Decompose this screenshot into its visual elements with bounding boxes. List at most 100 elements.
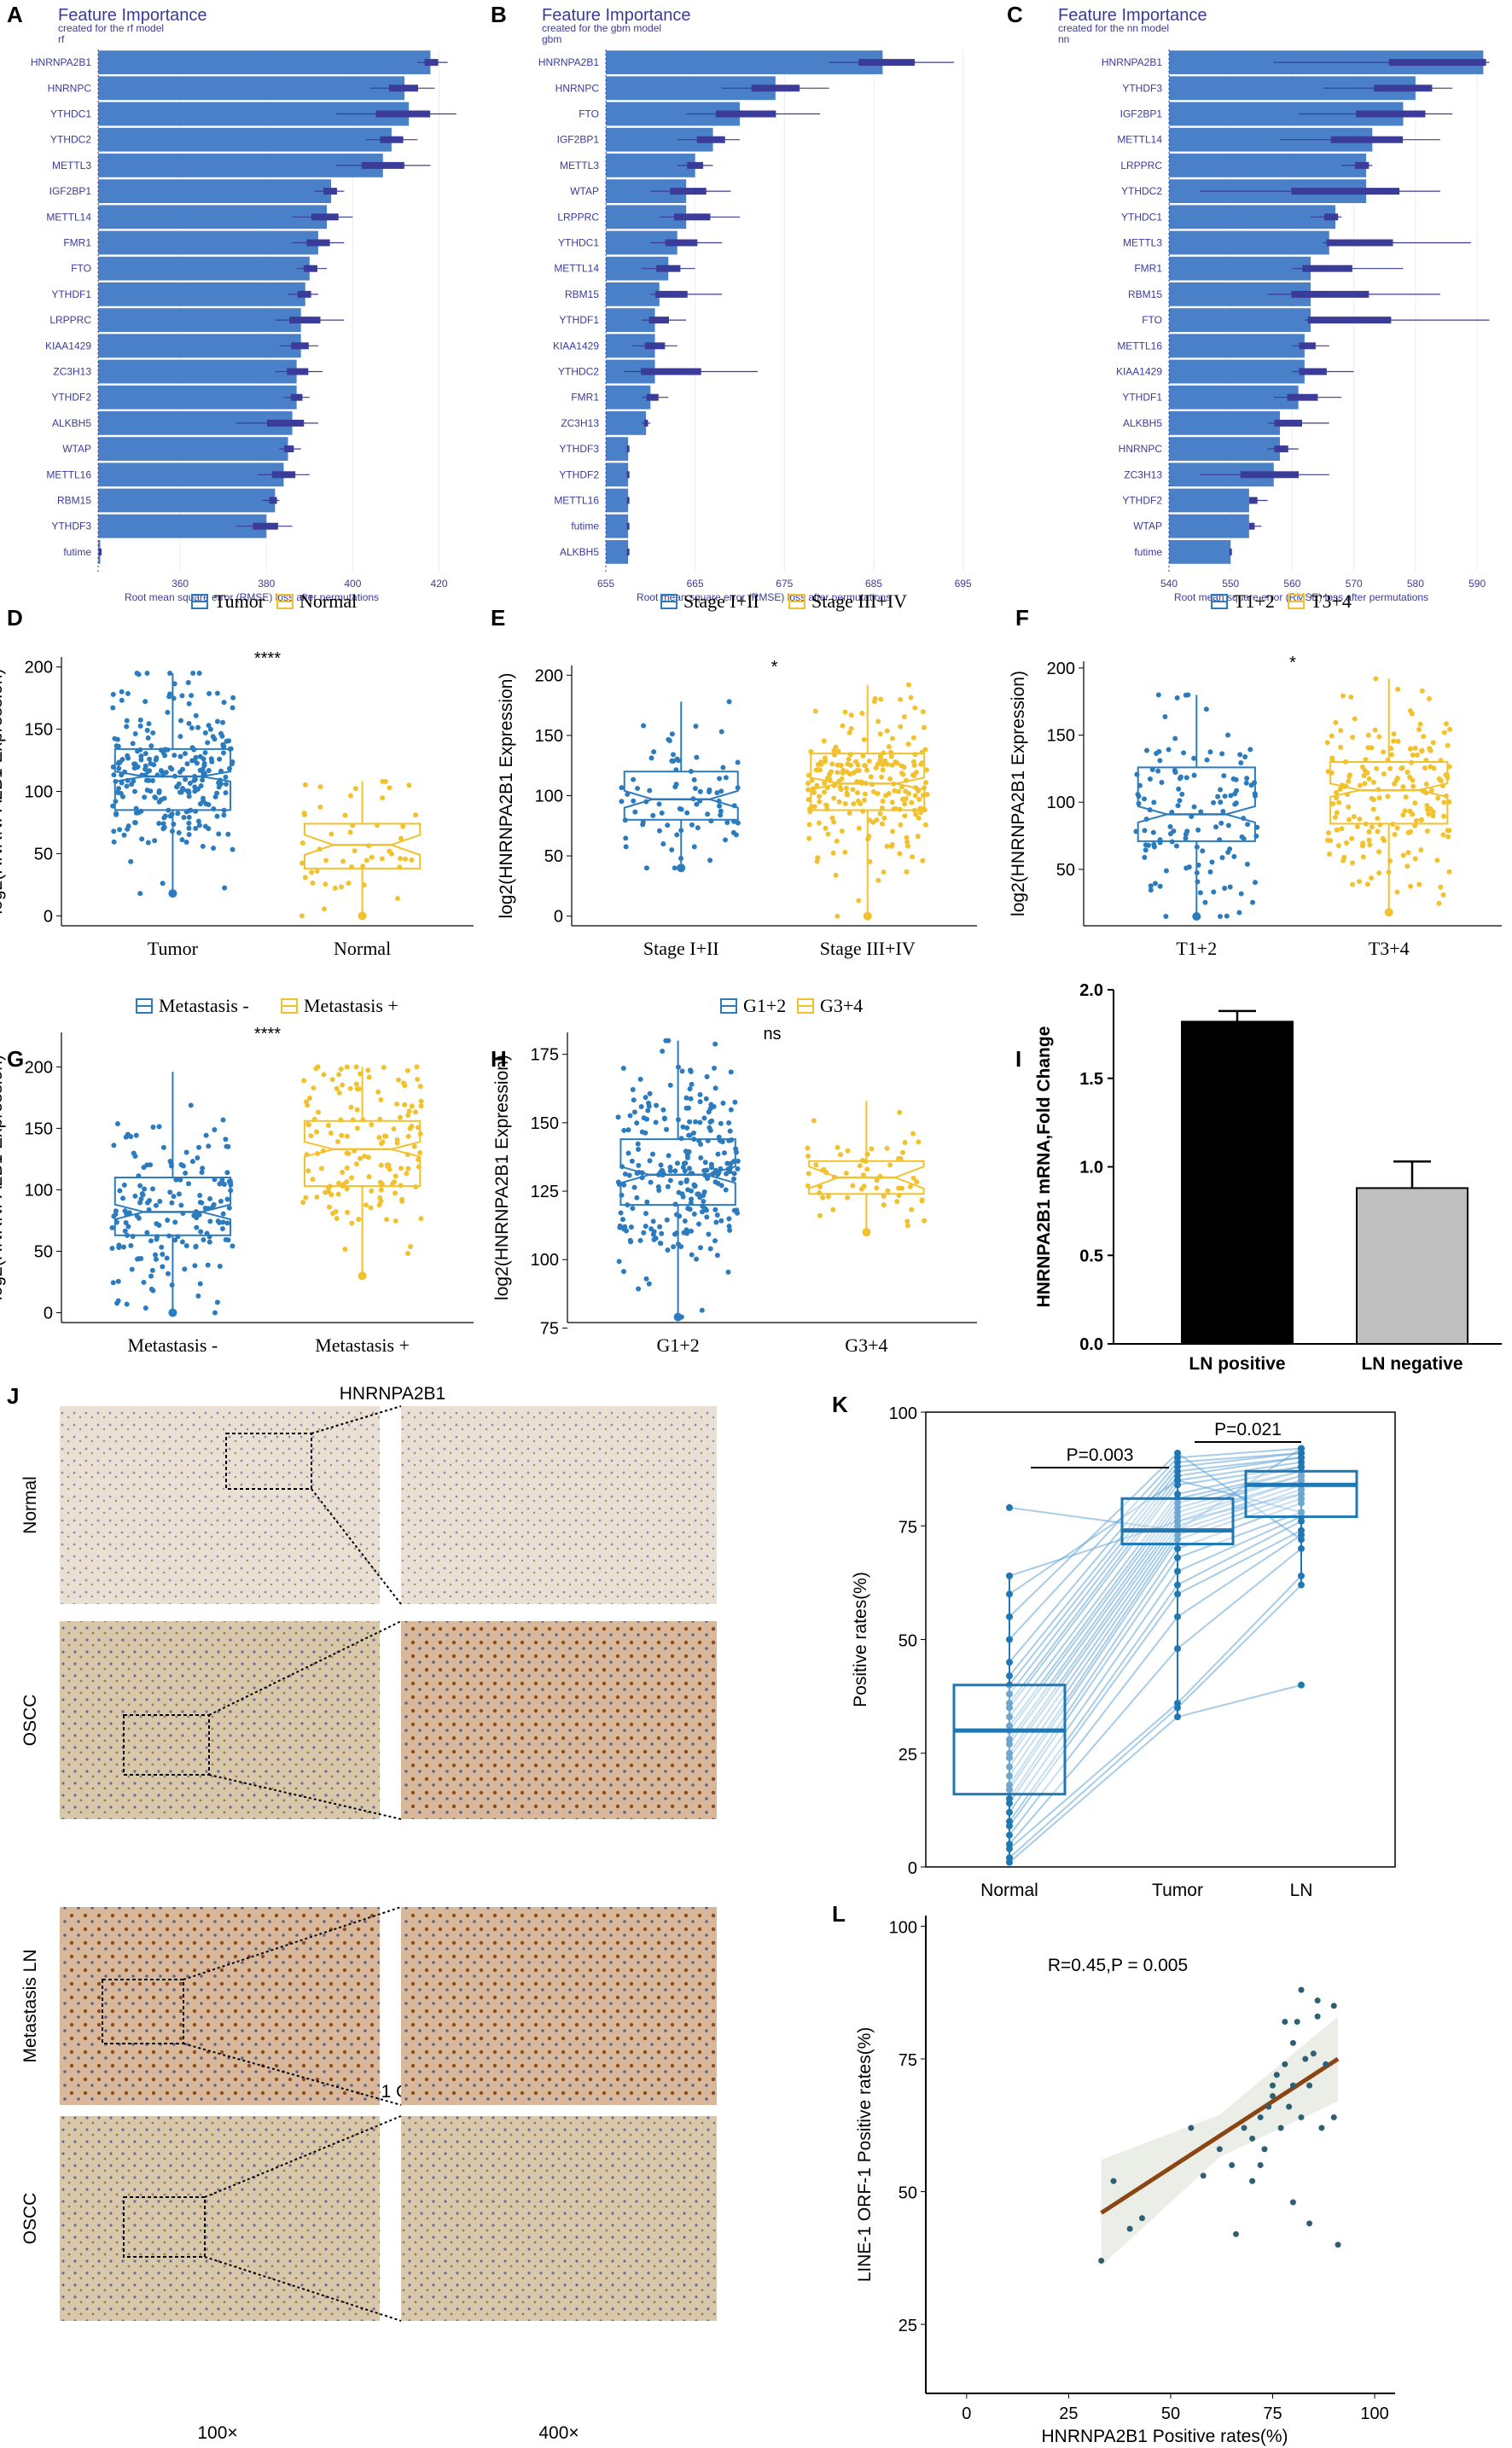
data-point [1150, 829, 1156, 835]
x-category-label: G3+4 [845, 1334, 887, 1356]
data-point [650, 1218, 656, 1224]
data-point [124, 718, 130, 724]
data-point [120, 794, 126, 800]
legend-label: Tumor [214, 590, 265, 612]
fi-range-box [306, 239, 330, 247]
data-point [1392, 781, 1398, 787]
x-category-label: Normal [334, 938, 391, 959]
fi-bar [606, 411, 647, 435]
fi-category-label: HNRNPC [48, 82, 92, 94]
data-point [1340, 858, 1346, 863]
data-point [344, 1064, 350, 1070]
data-point [877, 757, 883, 763]
data-point [824, 776, 830, 782]
data-point [203, 1132, 209, 1138]
data-point [1332, 814, 1338, 820]
data-point [874, 1185, 880, 1191]
fi-category-label: YTHDF1 [51, 288, 91, 300]
fi-bar [98, 308, 301, 332]
data-point [1399, 765, 1404, 771]
data-point [1346, 773, 1352, 779]
data-point [1441, 813, 1447, 819]
data-point [189, 1159, 195, 1165]
data-point [411, 1143, 417, 1149]
data-point [669, 847, 675, 853]
ihc-image-400x [401, 1907, 717, 2105]
fi-range-box [656, 265, 681, 272]
data-point [1438, 778, 1444, 784]
data-point [902, 801, 908, 807]
data-point [1142, 828, 1148, 834]
data-point [892, 788, 898, 794]
data-point [666, 738, 672, 744]
data-point [201, 798, 206, 804]
data-point [912, 793, 918, 799]
data-point [1407, 707, 1413, 713]
data-point [640, 819, 646, 825]
fi-range-box [646, 393, 659, 401]
data-point [839, 828, 845, 834]
data-point [121, 1182, 127, 1188]
data-point [845, 1195, 851, 1201]
ihc-image-100x [60, 1406, 380, 1604]
data-point [881, 815, 887, 821]
fi-xtick-label: 590 [1468, 578, 1486, 590]
data-point [139, 836, 145, 842]
data-point [142, 1305, 148, 1311]
fi-range-box [1302, 265, 1352, 272]
data-point [805, 1153, 811, 1159]
data-point [888, 843, 894, 849]
data-point [869, 1146, 875, 1152]
data-point [1348, 694, 1354, 700]
data-point [1362, 781, 1368, 787]
data-point [154, 1221, 160, 1227]
panel-letter-f: F [1015, 605, 1029, 631]
data-point [223, 774, 229, 780]
data-point [147, 768, 153, 774]
data-point [660, 1049, 666, 1055]
data-point [1257, 2161, 1264, 2168]
fi-range-box [1291, 290, 1370, 298]
data-point [308, 1133, 314, 1139]
data-point [822, 755, 828, 761]
data-point [924, 791, 930, 797]
x-tick-label: 0 [962, 2404, 971, 2423]
data-point [697, 1099, 703, 1105]
data-point [685, 1206, 691, 1212]
data-point [201, 770, 206, 776]
data-point [115, 1278, 121, 1284]
data-point [1394, 776, 1400, 782]
data-point [706, 1231, 712, 1237]
data-point [144, 1230, 150, 1236]
y-tick-label: 200 [535, 666, 563, 685]
y-tick-label: 100 [889, 1404, 917, 1423]
data-point [848, 712, 854, 718]
legend-label: Stage I+II [683, 590, 759, 612]
data-point [835, 748, 841, 754]
data-point [347, 829, 353, 835]
data-point [142, 763, 148, 769]
panel-l: L 25 50 75 100 0 25 50 75 100 HNRNPA2B1 Positive r… [832, 1901, 1395, 2446]
data-point [218, 1198, 224, 1204]
data-point [179, 693, 185, 699]
data-point [396, 1077, 402, 1083]
data-point [885, 1188, 891, 1194]
data-point [160, 1252, 166, 1258]
data-point [1249, 2178, 1256, 2184]
data-point [701, 1198, 707, 1204]
data-point [313, 1129, 319, 1135]
fi-category-label: futime [63, 546, 91, 558]
data-point [186, 720, 192, 726]
data-point [630, 1206, 636, 1212]
data-point [167, 691, 173, 697]
data-point [1357, 817, 1363, 823]
x-category-label: Tumor [1152, 1881, 1203, 1900]
data-point [830, 850, 836, 856]
y-tick-label: 100 [25, 783, 53, 802]
data-point [682, 1218, 688, 1224]
x-category-label: LN [1290, 1881, 1313, 1900]
data-point [173, 1177, 179, 1183]
data-point [1172, 736, 1178, 741]
data-point [905, 790, 911, 796]
data-point [165, 1271, 171, 1276]
